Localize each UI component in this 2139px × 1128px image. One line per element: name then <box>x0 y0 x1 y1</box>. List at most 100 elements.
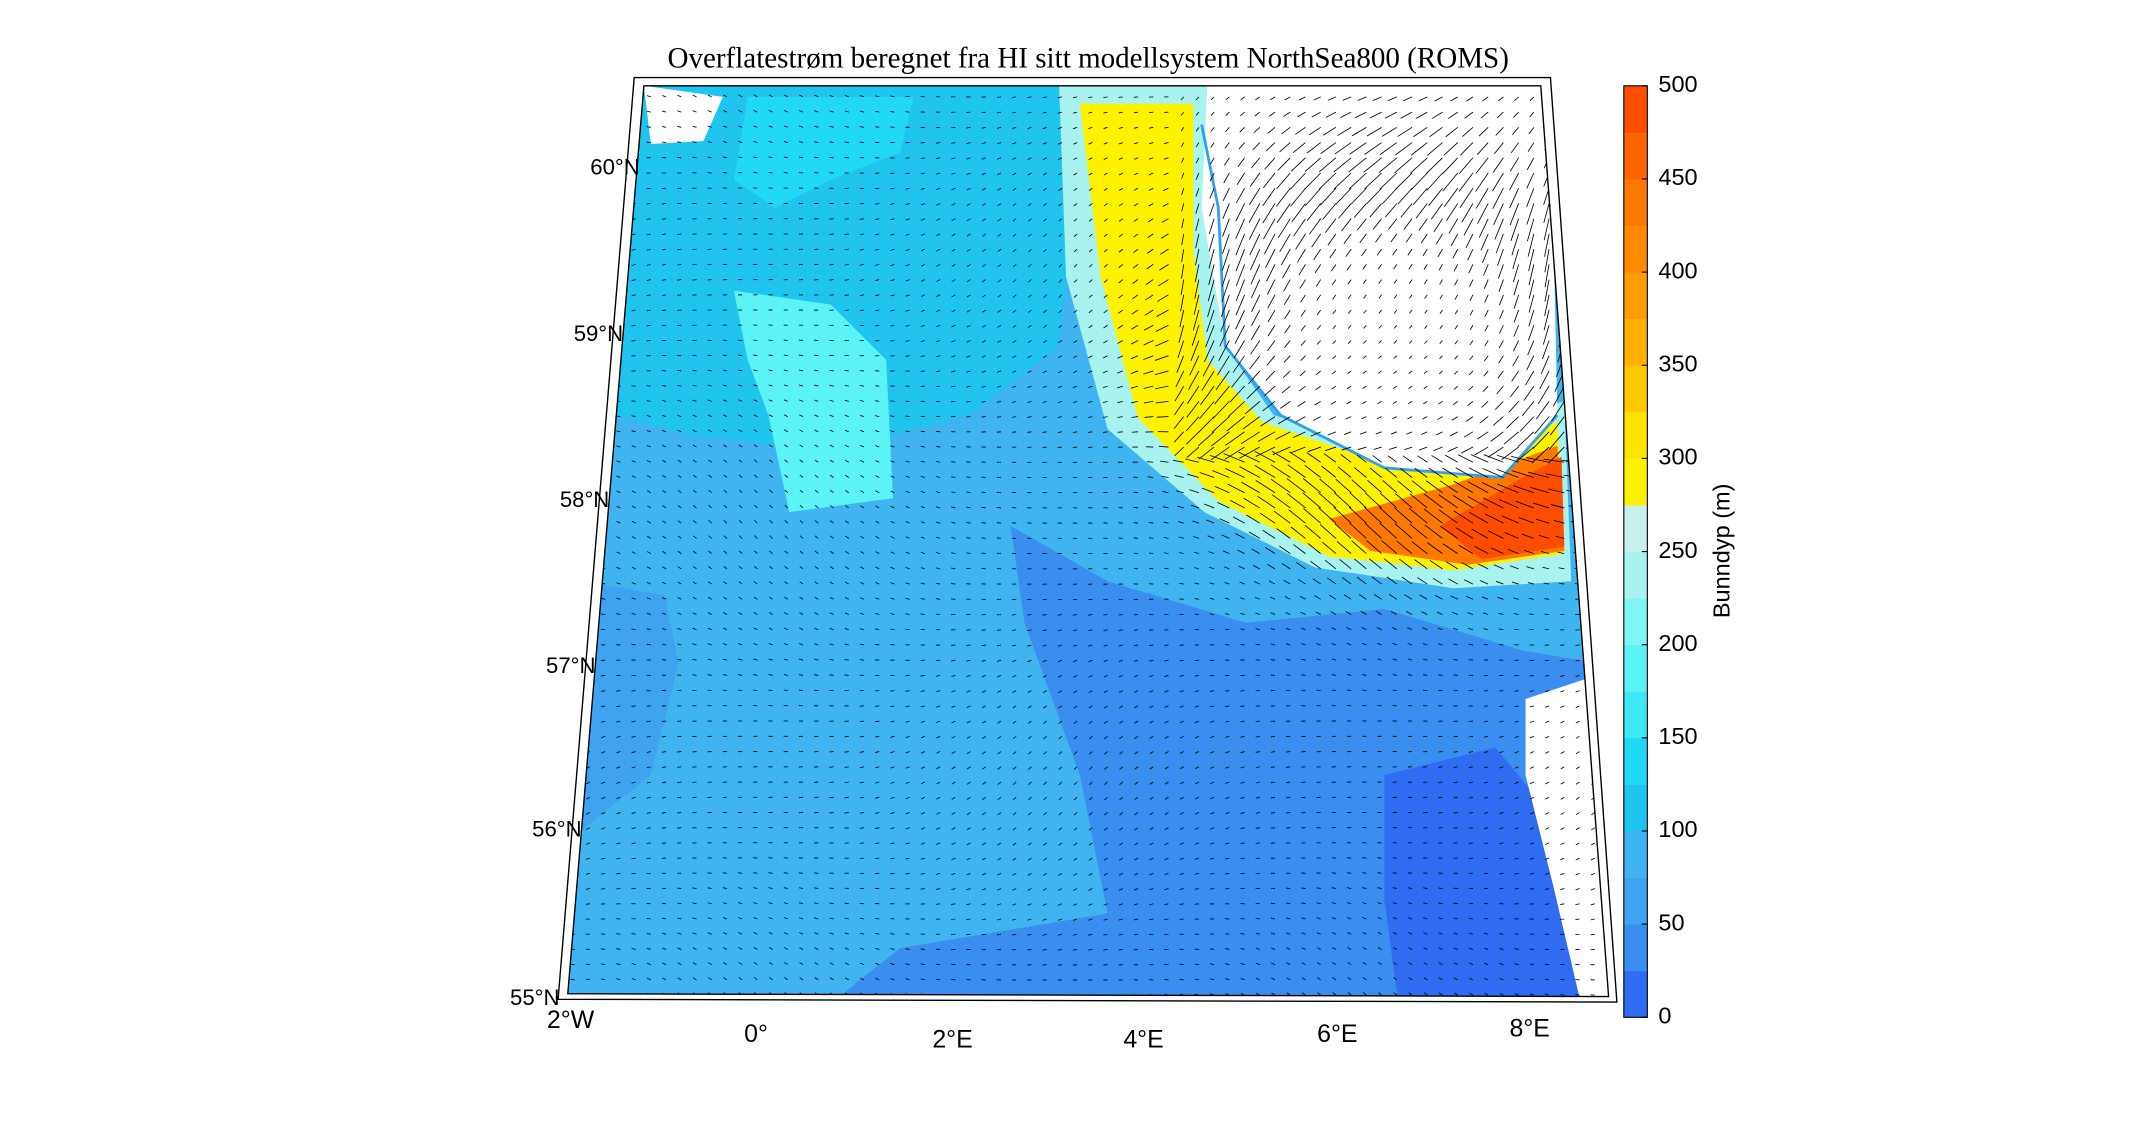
coastline <box>1200 124 1559 479</box>
arrow <box>1293 544 1306 554</box>
arrow <box>1509 188 1520 209</box>
arrow <box>1088 248 1093 253</box>
arrow <box>1277 218 1291 239</box>
arrow <box>1331 917 1337 920</box>
arrow <box>1201 370 1215 391</box>
arrow <box>1057 111 1062 114</box>
arrow <box>1133 157 1139 160</box>
arrow <box>1227 483 1245 494</box>
arrow <box>799 110 804 113</box>
arrow <box>1575 766 1580 770</box>
arrow <box>1225 933 1230 935</box>
arrow <box>1088 157 1093 161</box>
arrow <box>966 187 971 191</box>
arrow <box>1012 400 1017 403</box>
arrow <box>981 126 986 129</box>
arrow <box>1499 781 1504 784</box>
arrow <box>920 187 925 190</box>
arrow <box>1588 537 1595 539</box>
arrow <box>646 309 651 312</box>
arrow <box>1341 577 1352 585</box>
arrow <box>1347 355 1352 359</box>
arrow <box>1269 96 1276 101</box>
arrow <box>570 536 575 539</box>
arrow <box>585 705 591 708</box>
arrow <box>1377 401 1382 404</box>
arrow <box>570 552 575 555</box>
arrow <box>662 429 667 433</box>
arrow <box>1088 796 1093 801</box>
arrow <box>1378 279 1382 284</box>
arrow <box>1118 644 1123 647</box>
arrow <box>753 444 758 448</box>
arrow <box>616 735 621 738</box>
arrow <box>600 613 606 615</box>
arrow <box>1332 962 1337 966</box>
arrow <box>997 233 1002 237</box>
arrow <box>1483 355 1489 362</box>
arrow <box>1437 627 1443 631</box>
arrow <box>1012 614 1017 616</box>
arrow <box>1264 157 1276 170</box>
arrow <box>966 537 971 539</box>
arrow <box>1584 401 1596 421</box>
arrow <box>1400 111 1413 119</box>
arrow <box>1496 385 1504 395</box>
arrow <box>1453 827 1458 829</box>
arrow <box>646 95 651 98</box>
arrow <box>1544 675 1550 677</box>
arrow <box>905 340 910 342</box>
arrow <box>1043 309 1047 313</box>
arrow <box>1281 127 1291 135</box>
arrow <box>936 521 941 524</box>
arrow <box>829 110 834 113</box>
arrow <box>875 812 880 814</box>
arrow <box>1451 611 1458 615</box>
arrow <box>723 947 728 950</box>
arrow <box>754 504 758 509</box>
arrow <box>661 248 667 251</box>
arrow <box>1103 690 1108 693</box>
arrow <box>844 781 849 784</box>
arrow <box>875 445 880 448</box>
arrow <box>1529 993 1534 996</box>
arrow <box>570 142 575 144</box>
arrow <box>1133 659 1139 662</box>
arrow <box>1222 233 1230 254</box>
arrow <box>1181 188 1185 196</box>
arrow <box>1438 887 1443 889</box>
arrow <box>769 504 773 509</box>
arrow <box>646 294 651 297</box>
arrow <box>783 643 788 646</box>
arrow <box>601 309 606 312</box>
arrow <box>738 550 743 554</box>
arrow <box>1286 932 1291 935</box>
arrow <box>1284 325 1291 334</box>
arrow <box>677 263 682 266</box>
arrow <box>1357 96 1367 101</box>
arrow <box>1495 580 1504 585</box>
arrow <box>1343 431 1352 435</box>
arrow <box>677 977 682 981</box>
arrow <box>1407 401 1413 405</box>
arrow <box>768 674 773 676</box>
arrow <box>585 475 591 478</box>
arrow <box>844 399 849 402</box>
arrow <box>1181 233 1185 246</box>
arrow <box>1027 340 1032 344</box>
arrow <box>814 414 819 417</box>
arrow <box>936 781 941 785</box>
arrow <box>616 551 621 555</box>
arrow <box>662 535 667 539</box>
arrow <box>1012 796 1017 801</box>
arrow <box>677 294 682 296</box>
arrow <box>1027 203 1032 207</box>
arrow <box>1304 157 1321 172</box>
arrow <box>1225 978 1230 981</box>
arrow <box>890 187 895 190</box>
arrow <box>784 977 789 981</box>
arrow <box>1027 294 1032 298</box>
arrow <box>1453 947 1458 950</box>
longitude-label: 6°E <box>1317 1020 1357 1048</box>
